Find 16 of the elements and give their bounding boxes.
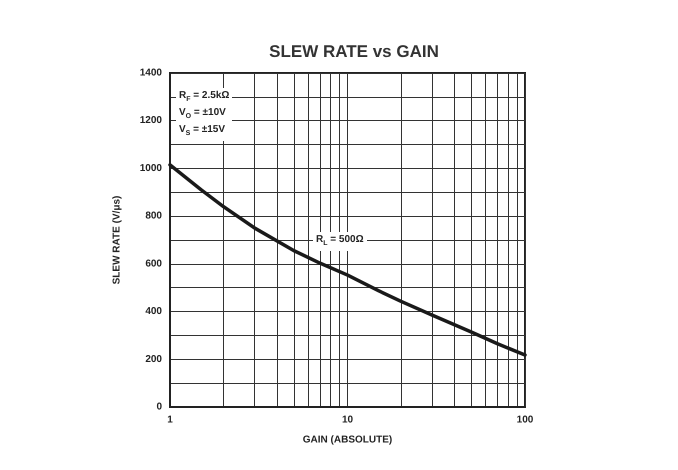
x-tick-label: 10: [342, 414, 354, 426]
y-tick-label: 1000: [140, 162, 162, 174]
chart-title: SLEW RATE vs GAIN: [269, 42, 439, 61]
x-tick-label: 1: [167, 414, 174, 426]
y-tick-label: 1200: [140, 115, 162, 126]
y-tick-label: 800: [145, 210, 162, 222]
y-tick-label: 200: [145, 354, 162, 365]
text: R$_{F}$ = 2.5kΩ V$_{O}$ = ±10V V$_{S}$ = ±15V: [179, 90, 230, 137]
y-tick-label: 1400: [140, 68, 162, 78]
y-tick-label: 0: [156, 402, 162, 412]
y-tick-label: 400: [145, 306, 162, 318]
x-axis-title: GAIN (ABSOLUTE): [302, 434, 392, 446]
annotation: R$_{L}$ = 500Ω: [313, 232, 367, 251]
x-tick-label: 100: [516, 414, 534, 426]
y-tick-label: 600: [145, 258, 162, 270]
y-axis-title: SLEW RATE (V/μs): [112, 196, 122, 284]
